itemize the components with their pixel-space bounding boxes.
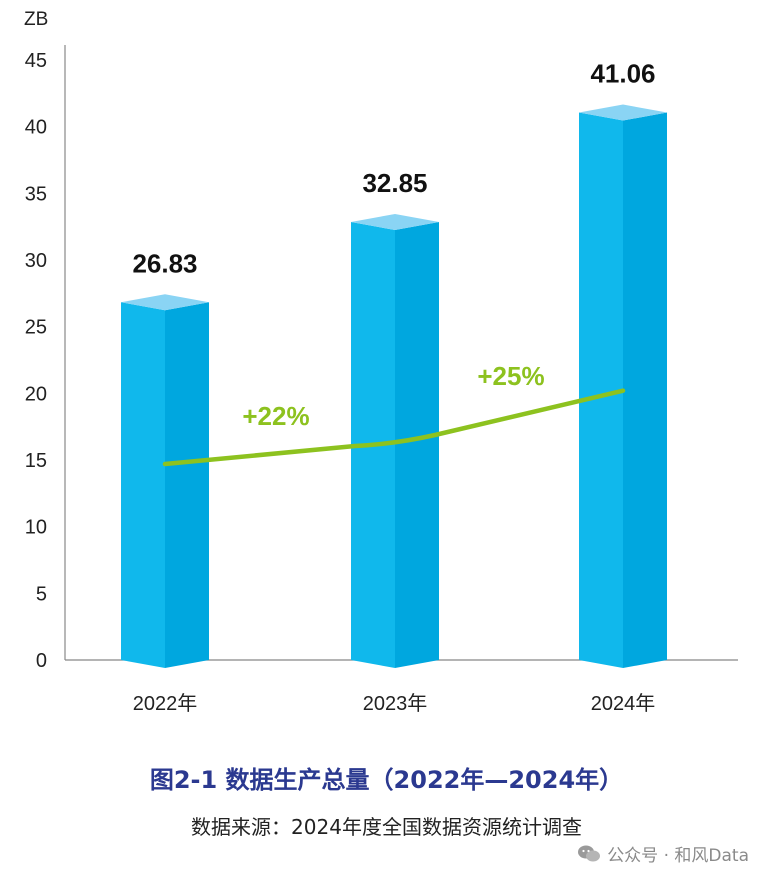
y-tick-label: 35 <box>25 183 47 205</box>
chart-caption-source: 数据来源：2024年度全国数据资源统计调查 <box>191 815 582 839</box>
growth-line <box>162 388 626 467</box>
watermark: 公众号 · 和风Data <box>577 841 749 866</box>
y-tick-label: 30 <box>25 250 47 272</box>
bar-value-label: 26.83 <box>132 248 197 278</box>
bar-2024年 <box>579 104 667 669</box>
bar-value-label: 32.85 <box>362 168 427 198</box>
bar-top <box>121 294 209 311</box>
y-tick-label: 25 <box>25 317 47 339</box>
bar-value-label: 41.06 <box>590 59 655 89</box>
chart-caption-title: 图2-1 数据生产总量（2022年—2024年） <box>149 766 624 794</box>
y-tick-label: 15 <box>25 450 47 472</box>
bar-2022年 <box>121 294 209 668</box>
growth-label: +25% <box>477 361 544 391</box>
x-category-label: 2023年 <box>363 692 428 715</box>
wechat-icon <box>578 845 601 861</box>
x-category-label: 2024年 <box>591 692 656 715</box>
y-tick-label: 10 <box>25 517 47 539</box>
y-tick-label: 20 <box>25 383 47 405</box>
growth-line-group <box>162 388 626 467</box>
bar-top <box>351 214 439 230</box>
labels: 26.83 2022年 32.85 2023年 41.06 2024年 +22% +25% <box>132 59 655 715</box>
y-tick-label: 0 <box>36 650 47 672</box>
y-tick-label: 5 <box>36 583 47 605</box>
bar-face-right <box>165 302 209 668</box>
bar-face-left <box>579 112 623 669</box>
bar-face-right <box>395 222 439 668</box>
bar-top <box>579 104 667 121</box>
growth-label: +22% <box>242 401 309 431</box>
bar-face-right <box>623 112 667 669</box>
bar-chart: ZB 0 5 10 15 20 25 30 35 40 45 26.83 2022年 32.85 2023… <box>24 9 738 715</box>
y-axis-unit: ZB <box>24 9 48 30</box>
y-tick-label: 40 <box>25 117 47 139</box>
watermark-text: 公众号 · 和风Data <box>607 846 749 866</box>
bar-face-left <box>121 302 165 668</box>
y-tick-label: 45 <box>25 50 47 72</box>
x-category-label: 2022年 <box>133 692 198 715</box>
